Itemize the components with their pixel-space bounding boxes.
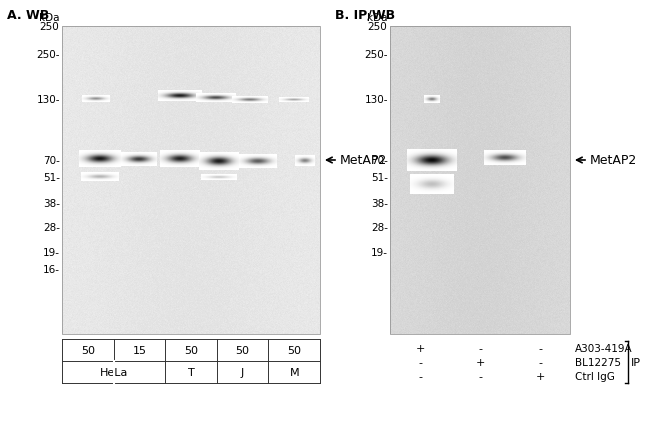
Bar — [390, 27, 570, 334]
Text: 250: 250 — [39, 22, 59, 32]
Text: +: + — [536, 371, 545, 381]
Text: T: T — [188, 367, 194, 377]
Text: -: - — [478, 371, 482, 381]
Text: 130-: 130- — [365, 95, 388, 105]
Text: -: - — [418, 357, 422, 367]
Text: B. IP/WB: B. IP/WB — [335, 9, 395, 22]
Text: 50: 50 — [235, 345, 250, 355]
Text: -: - — [538, 357, 542, 367]
Text: kDa: kDa — [38, 13, 59, 23]
Text: 130-: 130- — [36, 95, 60, 105]
Text: +: + — [415, 343, 424, 353]
Text: 51-: 51- — [43, 172, 60, 183]
Text: M: M — [289, 367, 299, 377]
Text: 38-: 38- — [371, 199, 388, 209]
Text: 28-: 28- — [371, 222, 388, 233]
Text: 28-: 28- — [43, 222, 60, 233]
Text: A. WB: A. WB — [7, 9, 49, 22]
Text: 50: 50 — [184, 345, 198, 355]
Text: Ctrl IgG: Ctrl IgG — [575, 371, 615, 381]
Text: MetAP2: MetAP2 — [590, 154, 637, 167]
Bar — [62, 27, 320, 334]
Text: A303-419A: A303-419A — [575, 343, 632, 353]
Text: -: - — [478, 343, 482, 353]
Text: 250: 250 — [367, 22, 387, 32]
Text: -: - — [418, 371, 422, 381]
Text: HeLa: HeLa — [99, 367, 128, 377]
Text: 16-: 16- — [43, 264, 60, 274]
Text: kDa: kDa — [367, 13, 387, 23]
Text: 15: 15 — [133, 345, 146, 355]
Text: 70-: 70- — [371, 156, 388, 166]
Text: +: + — [475, 357, 485, 367]
Text: 50: 50 — [81, 345, 95, 355]
Text: 250-: 250- — [36, 50, 60, 60]
Text: 250-: 250- — [365, 50, 388, 60]
Text: BL12275: BL12275 — [575, 357, 621, 367]
Text: 19-: 19- — [43, 247, 60, 258]
Text: -: - — [538, 343, 542, 353]
Text: J: J — [241, 367, 244, 377]
Text: IP: IP — [631, 357, 641, 367]
Text: 38-: 38- — [43, 199, 60, 209]
Text: 19-: 19- — [371, 247, 388, 258]
Text: 51-: 51- — [371, 172, 388, 183]
Text: 70-: 70- — [43, 156, 60, 166]
Text: 50: 50 — [287, 345, 301, 355]
Text: MetAP2: MetAP2 — [340, 154, 387, 167]
